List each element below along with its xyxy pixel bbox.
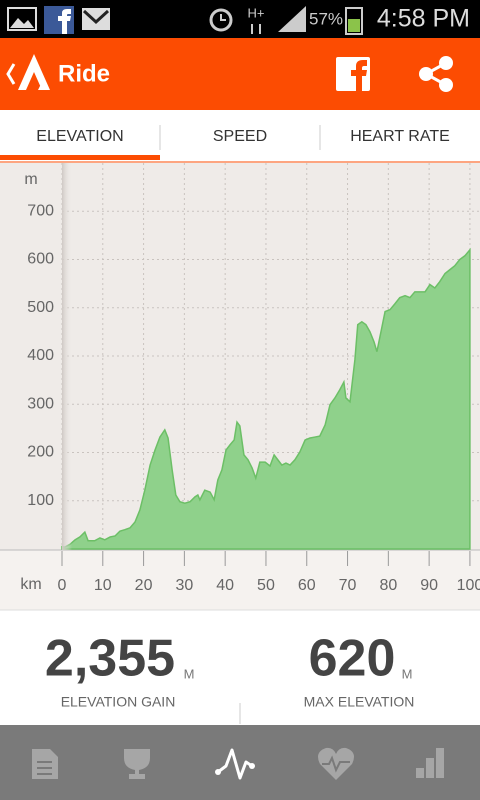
share-node <box>439 78 453 92</box>
feed-icon <box>32 749 58 779</box>
facebook-notif-f <box>58 9 71 34</box>
network-arrows <box>251 24 261 34</box>
nav-stats[interactable] <box>416 748 444 778</box>
y-tick-label: 100 <box>27 492 54 509</box>
nav-activity[interactable] <box>215 748 255 780</box>
x-tick-label: 60 <box>298 577 316 594</box>
share-node <box>419 67 433 81</box>
x-tick-label: 90 <box>420 577 438 594</box>
gallery-icon-shape <box>10 18 34 28</box>
trophy-icon <box>124 749 150 779</box>
elevation-area <box>61 247 471 550</box>
x-tick-label: 0 <box>58 577 67 594</box>
stat-label: ELEVATION GAIN <box>61 694 176 710</box>
x-tick-label: 10 <box>94 577 112 594</box>
heart-icon <box>318 747 354 780</box>
screen-title: Ride <box>58 60 110 87</box>
nav-feed[interactable] <box>32 749 58 779</box>
alarm-hands <box>220 14 226 21</box>
strava-logo <box>18 54 50 90</box>
share-node <box>439 56 453 70</box>
stat-unit: M <box>184 666 195 681</box>
facebook-icon-f <box>351 60 367 91</box>
stat-value: 2,355 <box>45 630 175 688</box>
x-tick-label: 100 <box>457 577 480 594</box>
alarm-icon <box>209 8 233 32</box>
share-button[interactable] <box>419 56 453 92</box>
tab[interactable]: HEART RATE <box>350 128 450 145</box>
tab[interactable]: SPEED <box>213 128 267 145</box>
x-axis-band <box>0 550 480 610</box>
x-tick-label: 30 <box>175 577 193 594</box>
up-button[interactable] <box>6 54 50 90</box>
y-tick-label: 400 <box>27 347 54 364</box>
y-tick-label: 600 <box>27 251 54 268</box>
stat-unit: M <box>402 666 413 681</box>
x-tick-label: 20 <box>135 577 153 594</box>
tab-bar-border <box>0 161 480 163</box>
nav-achievements[interactable] <box>124 749 150 779</box>
tab[interactable]: ELEVATION <box>36 128 123 145</box>
mail-icon <box>82 8 110 30</box>
y-axis-title: m <box>24 171 37 188</box>
battery-percent: 57% <box>309 9 343 28</box>
stats-icon <box>416 748 444 778</box>
y-tick-label: 700 <box>27 202 54 219</box>
plot: 100 200 300 400 500 600 700 0 10 20 30 40 50 60 70 80 90… <box>27 163 480 594</box>
x-tick-label: 40 <box>216 577 234 594</box>
gallery-icon <box>7 7 37 31</box>
mail-icon-flap <box>82 9 110 25</box>
activity-icon-dot <box>249 763 255 769</box>
facebook-share-button[interactable] <box>336 57 370 91</box>
tab-indicator <box>0 155 160 160</box>
y-tick-label: 500 <box>27 299 54 316</box>
activity-icon <box>217 748 253 780</box>
x-tick-label: 50 <box>257 577 275 594</box>
nav-heart[interactable] <box>318 747 354 780</box>
app-bar <box>0 38 480 110</box>
stat-label: MAX ELEVATION <box>304 694 415 710</box>
x-axis-title: km <box>20 576 41 593</box>
network-type: H+ <box>248 5 265 20</box>
y-tick-label: 200 <box>27 444 54 461</box>
tab-bar <box>0 110 480 162</box>
x-tick-label: 70 <box>339 577 357 594</box>
activity-icon-dot <box>215 769 221 775</box>
battery-level <box>348 19 360 32</box>
axis-shadow <box>62 163 72 550</box>
back-chevron <box>6 63 16 85</box>
heart-icon-pulse <box>322 755 350 773</box>
bottom-nav <box>0 725 480 800</box>
signal-icon <box>278 6 306 32</box>
status-bar <box>0 0 480 38</box>
stat-value: 620 <box>309 630 396 688</box>
feed-icon-lines <box>37 761 52 775</box>
x-tick-label: 80 <box>379 577 397 594</box>
clock: 4:58 PM <box>377 5 470 33</box>
y-tick-label: 300 <box>27 395 54 412</box>
battery-icon <box>345 7 363 35</box>
